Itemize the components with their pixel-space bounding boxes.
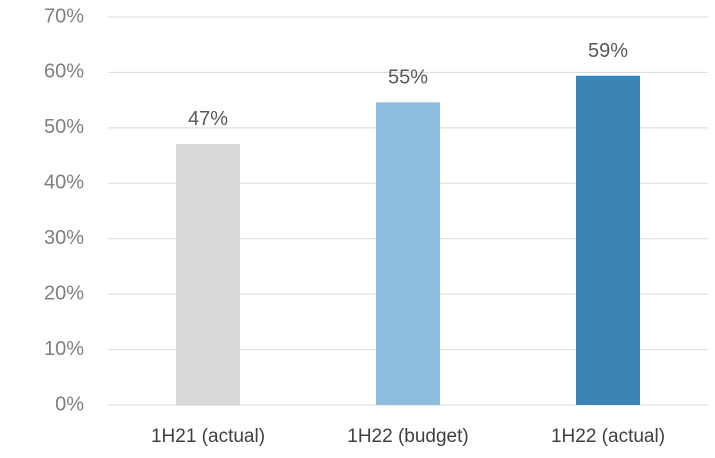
y-tick-label: 0% xyxy=(55,393,84,415)
value-label: 59% xyxy=(588,40,628,62)
bar xyxy=(176,143,240,405)
value-label: 47% xyxy=(188,108,228,130)
value-label: 55% xyxy=(388,67,428,89)
y-tick-label: 30% xyxy=(44,227,84,249)
x-tick-label: 1H21 (actual) xyxy=(151,426,265,447)
y-tick-label: 20% xyxy=(44,282,84,304)
y-tick-label: 70% xyxy=(44,5,84,27)
bar xyxy=(576,75,640,406)
x-tick-label: 1H22 (actual) xyxy=(551,426,665,447)
bar xyxy=(376,102,440,406)
y-tick-label: 60% xyxy=(44,61,84,83)
y-tick-label: 40% xyxy=(44,172,84,194)
y-tick-label: 10% xyxy=(44,338,84,360)
y-tick-label: 50% xyxy=(44,116,84,138)
x-tick-label: 1H22 (budget) xyxy=(347,426,468,447)
